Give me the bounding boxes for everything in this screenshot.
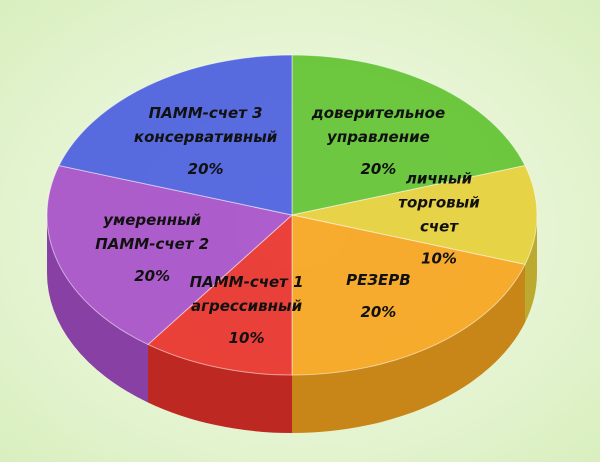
pie-sides	[47, 215, 537, 433]
value-label: 10%	[229, 329, 265, 347]
slice	[58, 54, 293, 216]
slice	[291, 164, 538, 266]
slice-label: ПАММ-счет 3	[149, 104, 263, 122]
slice-side	[147, 344, 292, 433]
slice	[46, 164, 294, 346]
slice	[291, 54, 526, 216]
slice-label: умеренный	[103, 211, 201, 229]
value-label: 20%	[360, 303, 396, 321]
pie-labels: доверительное управление 20% личный торговый…	[95, 104, 480, 347]
value-label: 20%	[188, 160, 224, 178]
value-label: 10%	[421, 250, 457, 268]
slice-label: личный	[406, 170, 473, 188]
slice-label: доверительное	[311, 104, 446, 122]
slice-label: управление	[327, 128, 430, 146]
slice	[147, 213, 293, 376]
slice-label: торговый	[398, 194, 480, 212]
slice-label: ПАММ-счет 2	[95, 235, 209, 253]
slice-label: ПАММ-счет 1	[190, 273, 304, 291]
slice-side-shade	[47, 215, 148, 403]
slice-label: РЕЗЕРВ	[346, 271, 411, 289]
value-label: 20%	[134, 267, 170, 285]
slice	[291, 214, 526, 376]
slice-side	[292, 264, 526, 433]
slice-side-shade	[147, 344, 292, 433]
pie-tops	[46, 54, 538, 376]
slice-side-shade	[292, 264, 526, 433]
value-label: 20%	[360, 160, 396, 178]
slice-label: счет	[420, 218, 459, 236]
slice-label: агрессивный	[191, 297, 303, 315]
slice-label: консервативный	[134, 128, 278, 146]
slice-side	[47, 215, 148, 403]
